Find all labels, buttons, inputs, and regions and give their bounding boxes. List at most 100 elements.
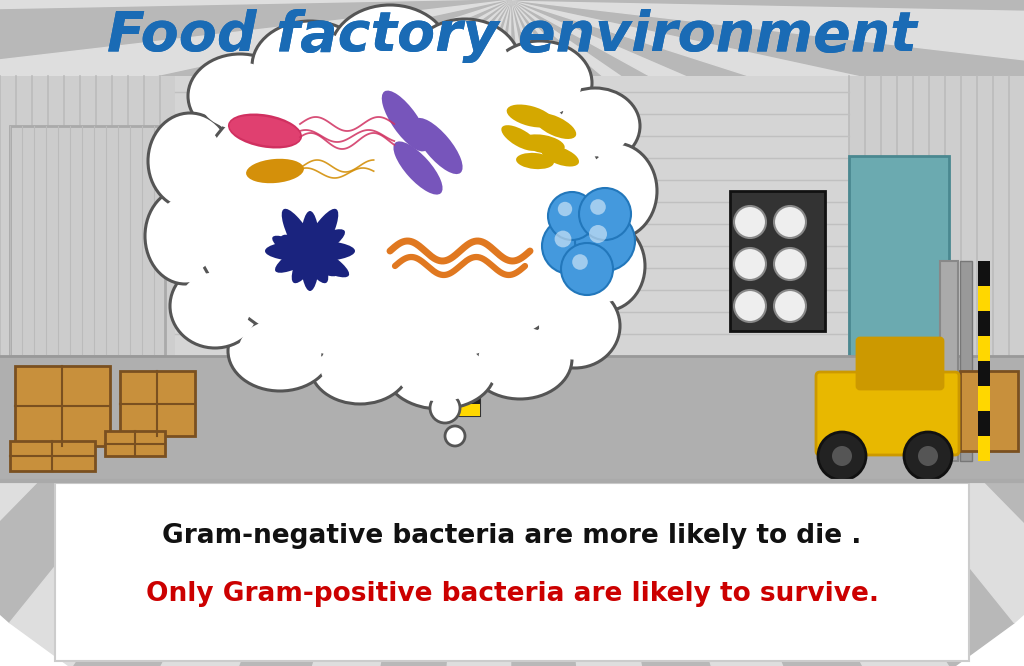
FancyBboxPatch shape [730,191,825,331]
Polygon shape [512,0,1024,452]
Circle shape [734,248,766,280]
Ellipse shape [507,105,553,127]
Polygon shape [512,0,814,666]
Circle shape [548,192,596,240]
Circle shape [589,225,607,243]
Ellipse shape [292,208,338,283]
Circle shape [590,199,606,215]
Polygon shape [0,0,512,514]
Ellipse shape [559,96,631,157]
Polygon shape [73,0,512,666]
Circle shape [579,188,631,240]
Ellipse shape [582,153,648,229]
FancyBboxPatch shape [120,371,195,436]
Ellipse shape [190,56,610,366]
FancyBboxPatch shape [15,366,110,446]
Ellipse shape [410,19,520,107]
Polygon shape [512,0,1024,514]
Circle shape [734,206,766,238]
Polygon shape [0,0,512,452]
FancyBboxPatch shape [978,436,990,461]
Ellipse shape [319,336,400,396]
FancyBboxPatch shape [440,380,480,392]
Polygon shape [0,0,512,571]
FancyBboxPatch shape [105,431,165,456]
Ellipse shape [516,153,554,169]
Polygon shape [512,0,1014,666]
FancyBboxPatch shape [0,0,1024,76]
Ellipse shape [414,118,463,174]
Circle shape [734,290,766,322]
Circle shape [918,446,938,466]
FancyBboxPatch shape [849,76,1024,481]
Polygon shape [512,0,667,666]
Ellipse shape [539,292,611,360]
Ellipse shape [534,113,577,139]
FancyBboxPatch shape [940,261,958,461]
Polygon shape [512,0,1024,571]
Polygon shape [10,0,512,666]
Ellipse shape [157,123,223,199]
Ellipse shape [275,229,345,273]
FancyBboxPatch shape [10,126,165,356]
FancyBboxPatch shape [978,286,990,311]
Polygon shape [512,0,951,666]
Circle shape [430,393,460,423]
Ellipse shape [499,49,582,117]
Text: Gram-negative bacteria are more likely to die .: Gram-negative bacteria are more likely t… [163,523,861,549]
Ellipse shape [281,234,349,277]
Polygon shape [139,0,512,666]
Text: Food factory environment: Food factory environment [108,9,916,63]
Ellipse shape [153,198,217,274]
Polygon shape [512,0,885,666]
FancyBboxPatch shape [816,372,959,455]
Polygon shape [0,0,512,244]
Polygon shape [0,0,512,623]
FancyBboxPatch shape [0,356,1024,481]
Ellipse shape [502,125,539,151]
Polygon shape [0,0,512,93]
Text: Food factory environment: Food factory environment [108,9,916,63]
FancyBboxPatch shape [440,356,480,416]
Ellipse shape [265,240,355,262]
Polygon shape [210,0,512,666]
Circle shape [774,206,806,238]
FancyBboxPatch shape [10,441,95,471]
Ellipse shape [282,208,329,283]
Ellipse shape [228,311,332,391]
Ellipse shape [300,211,319,291]
Polygon shape [357,0,512,666]
Circle shape [558,202,572,216]
FancyBboxPatch shape [857,338,943,389]
Ellipse shape [188,54,292,138]
Polygon shape [434,0,512,666]
Polygon shape [512,0,1024,169]
FancyBboxPatch shape [440,356,480,368]
Polygon shape [512,0,1024,244]
Ellipse shape [382,91,428,151]
Ellipse shape [530,284,620,368]
Ellipse shape [205,69,595,354]
FancyBboxPatch shape [440,404,480,416]
FancyBboxPatch shape [978,261,990,286]
Ellipse shape [148,113,232,209]
Text: Only Gram-positive bacteria are likely to survive.: Only Gram-positive bacteria are likely t… [145,581,879,607]
FancyBboxPatch shape [961,261,972,461]
Ellipse shape [310,328,410,404]
FancyBboxPatch shape [849,156,949,356]
Circle shape [561,243,613,295]
Polygon shape [0,0,512,15]
Circle shape [555,230,571,247]
Polygon shape [0,0,512,317]
Ellipse shape [541,145,579,166]
Ellipse shape [396,340,484,402]
Ellipse shape [550,88,640,164]
Circle shape [818,432,866,480]
Circle shape [572,254,588,270]
FancyBboxPatch shape [175,76,849,356]
Polygon shape [0,0,512,169]
Polygon shape [512,0,1024,623]
Circle shape [542,218,598,274]
Circle shape [575,211,635,271]
Ellipse shape [263,30,356,102]
